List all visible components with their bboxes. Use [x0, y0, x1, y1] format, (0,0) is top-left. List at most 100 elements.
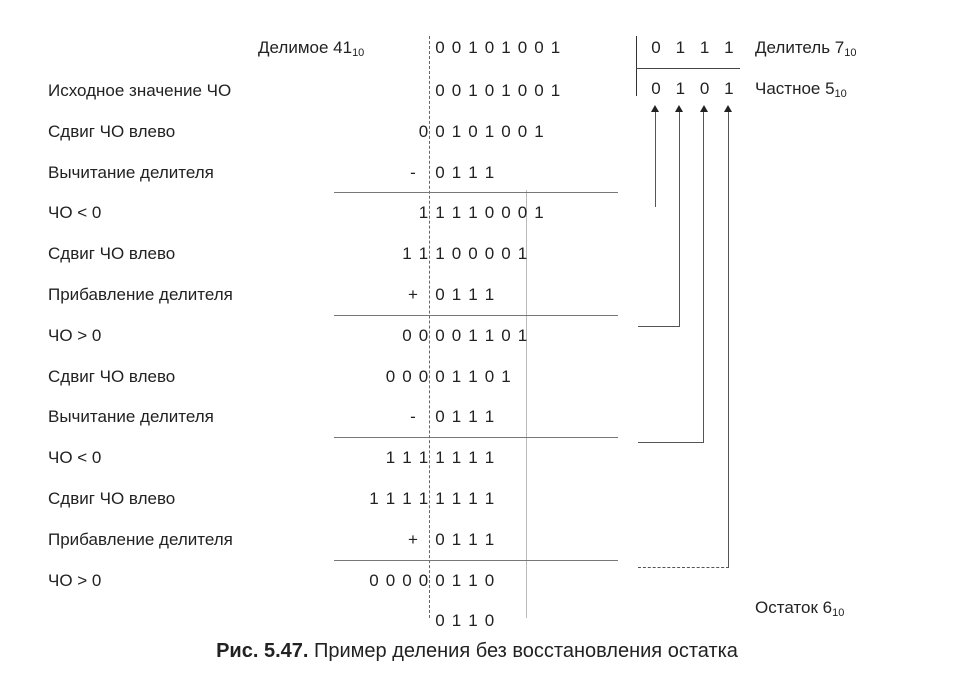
step-bit: 0 [435, 529, 445, 549]
step-bit: 0 [468, 121, 478, 141]
step-bit: 1 [468, 529, 478, 549]
step-bit: 1 [435, 448, 445, 468]
step-bit: 0 [435, 81, 445, 100]
column-separator-left [429, 36, 431, 618]
subtotal-rule [334, 192, 618, 194]
step-bit: 1 [369, 489, 379, 508]
step-label: Прибавление делителя [48, 285, 233, 304]
step-bit: 0 [435, 570, 445, 590]
step-bit: 1 [501, 366, 511, 386]
step-bit: 0 [385, 366, 396, 386]
step-bit: 1 [451, 407, 462, 427]
step-bit: 1 [418, 244, 429, 264]
step-bit: 1 [385, 489, 396, 508]
quotient-arrow-1 [651, 105, 659, 112]
step-bit: 1 [402, 448, 412, 468]
divisor-label: Делитель 710 [755, 38, 857, 59]
step-bit: 0 [484, 611, 495, 631]
step-bit: 1 [451, 529, 462, 549]
step-bit: 0 [418, 366, 429, 386]
step-bit: 0 [484, 203, 495, 223]
quotient-bit: 1 [724, 79, 734, 98]
step-bit: 1 [468, 162, 478, 182]
step-bit: 0 [484, 81, 495, 100]
division-bracket-horizontal [636, 68, 740, 69]
step-bit: 1 [451, 611, 462, 631]
divisor-bit: 1 [724, 38, 734, 57]
step-bit: 0 [402, 366, 412, 386]
subtotal-rule [334, 559, 618, 561]
connector-2 [638, 112, 680, 327]
step-bit: 1 [451, 366, 462, 386]
step-bit: 0 [451, 325, 462, 345]
step-bit: 1 [484, 121, 495, 141]
step-bit: 1 [468, 489, 478, 508]
step-bit: 0 [501, 244, 511, 264]
figure-caption: Рис. 5.47. Пример деления без восстановл… [216, 640, 738, 662]
step-bit: 0 [402, 570, 412, 590]
step-bit: 0 [435, 162, 445, 182]
quotient-bit: 0 [651, 79, 661, 98]
step-bit: 0 [402, 325, 412, 345]
dividend-bit: 0 [534, 38, 544, 57]
step-operator: - [410, 407, 416, 427]
step-bit: 1 [517, 325, 528, 345]
step-bit: 1 [468, 285, 478, 304]
step-bit: 1 [534, 203, 544, 223]
step-bit: 0 [435, 121, 445, 141]
dividend-bit: 1 [501, 38, 511, 57]
step-bit: 0 [418, 325, 429, 345]
step-bit: 0 [517, 203, 528, 223]
step-bit: 1 [534, 121, 544, 141]
step-bit: 0 [517, 81, 528, 100]
divisor-bit: 1 [699, 38, 710, 57]
step-bit: 1 [435, 244, 445, 264]
step-bit: 1 [468, 448, 478, 468]
step-bit: 1 [501, 81, 511, 100]
step-bit: 1 [484, 162, 495, 182]
step-bit: 0 [501, 121, 511, 141]
step-bit: 1 [418, 203, 429, 223]
step-bit: 0 [385, 570, 396, 590]
step-bit: 0 [501, 203, 511, 223]
step-bit: 0 [484, 244, 495, 264]
step-label: ЧО < 0 [48, 203, 102, 223]
quotient-arrow-3 [700, 105, 708, 112]
step-label: Вычитание делителя [48, 162, 214, 182]
connector-1 [655, 112, 656, 207]
step-bit: 0 [451, 81, 462, 100]
step-bit: 1 [418, 448, 429, 468]
quotient-arrow-4 [724, 105, 732, 112]
step-bit: 1 [468, 203, 478, 223]
step-bit: 1 [402, 244, 412, 264]
dividend-bit: 1 [468, 38, 478, 57]
step-bit: 1 [451, 570, 462, 590]
step-label: Исходное значение ЧО [48, 81, 232, 100]
step-bit: 1 [517, 244, 528, 264]
dividend-bit: 0 [484, 38, 495, 57]
step-bit: 1 [385, 448, 396, 468]
step-label: Вычитание делителя [48, 407, 214, 427]
step-bit: 1 [468, 81, 478, 100]
dividend-label: Делимое 4110 [258, 38, 365, 59]
dividend-bit: 0 [435, 38, 445, 57]
step-bit: 0 [418, 570, 429, 590]
step-bit: 0 [451, 244, 462, 264]
quotient-bit: 0 [699, 79, 710, 98]
step-bit: 0 [484, 366, 495, 386]
step-label: Сдвиг ЧО влево [48, 244, 176, 264]
step-label: ЧО > 0 [48, 325, 102, 345]
step-bit: 0 [435, 611, 445, 631]
step-bit: 0 [484, 570, 495, 590]
step-label: ЧО < 0 [48, 448, 102, 468]
step-bit: 1 [484, 285, 495, 304]
step-bit: 0 [435, 285, 445, 304]
step-bit: 1 [402, 489, 412, 508]
step-bit: 0 [468, 244, 478, 264]
remainder-label: Остаток 610 [755, 598, 845, 619]
step-bit: 1 [418, 489, 429, 508]
step-bit: 1 [484, 529, 495, 549]
step-bit: 1 [468, 366, 478, 386]
step-bit: 1 [435, 489, 445, 508]
step-bit: 0 [517, 121, 528, 141]
